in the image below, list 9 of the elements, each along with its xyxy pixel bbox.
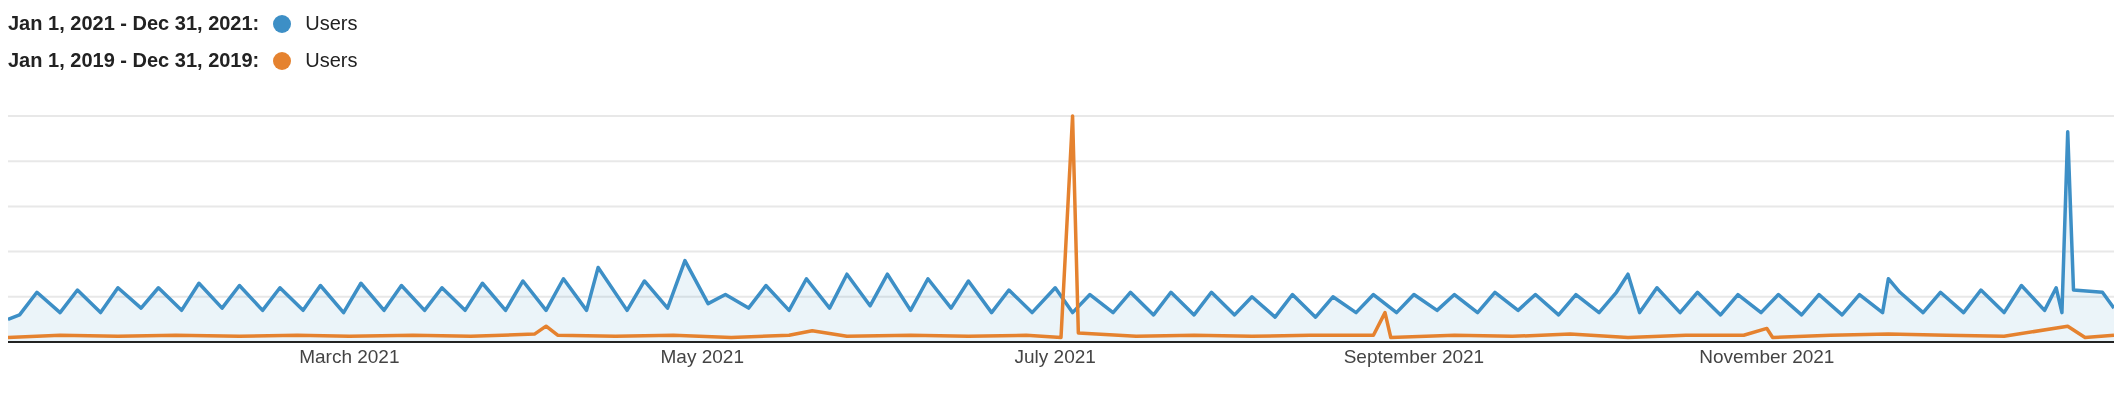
legend-label: Users bbox=[305, 12, 358, 35]
legend-label: Users bbox=[305, 49, 358, 72]
x-tick-label: May 2021 bbox=[660, 346, 745, 368]
text: Jan 1, 2019 - Dec 31, 2019: bbox=[8, 49, 260, 72]
x-tick-label: March 2021 bbox=[299, 346, 400, 368]
x-tick-label: September 2021 bbox=[1343, 346, 1485, 368]
text: Jan 1, 2021 - Dec 31, 2021: bbox=[8, 12, 260, 35]
x-tick-label: July 2021 bbox=[1014, 346, 1096, 368]
x-tick-label: November 2021 bbox=[1699, 346, 1835, 368]
